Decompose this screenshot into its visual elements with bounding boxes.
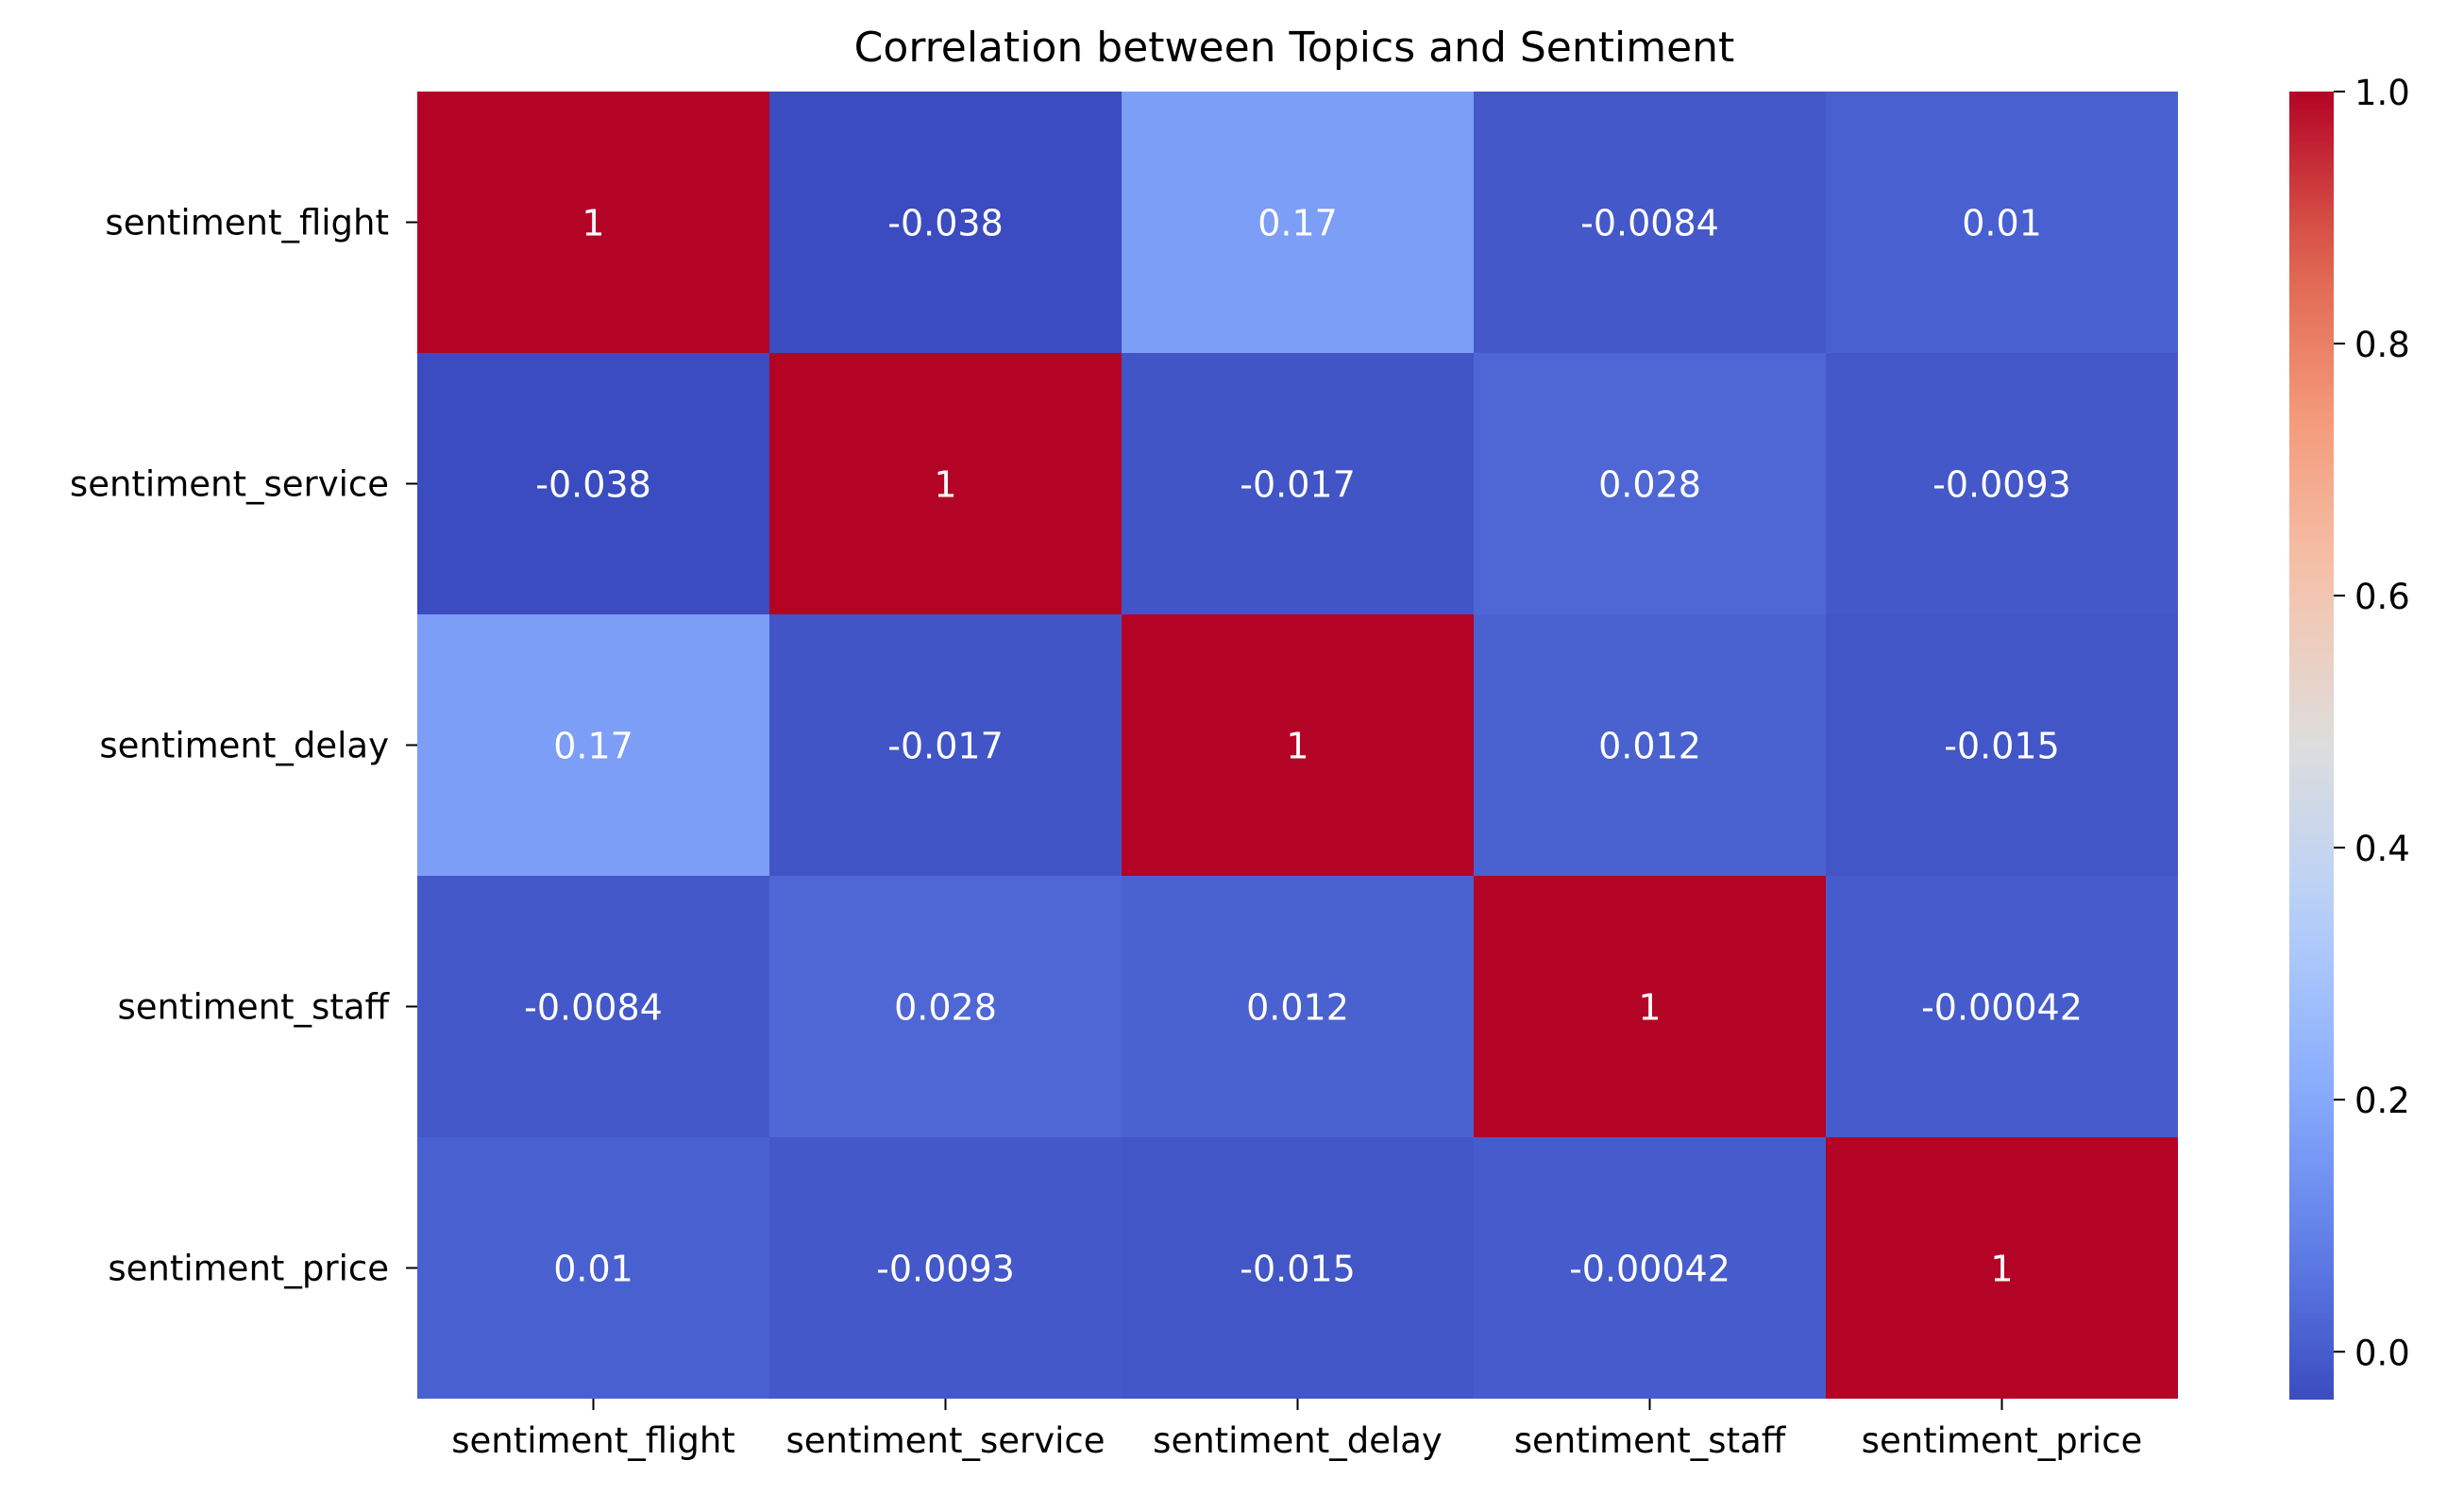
x-tick-label: sentiment_staff: [1514, 1420, 1787, 1461]
heatmap-cell: [769, 1137, 1122, 1399]
heatmap-cell: [1122, 876, 1474, 1137]
heatmap-cell: [417, 614, 769, 876]
cell-annotation: 0.17: [553, 726, 633, 767]
colorbar-tick-label: 0.6: [2354, 577, 2410, 617]
heatmap-cell: [417, 876, 769, 1137]
heatmap-cell: [769, 876, 1122, 1137]
cell-annotation: 1: [1990, 1249, 2013, 1290]
y-axis: sentiment_flight sentiment_servicesentime…: [70, 203, 417, 1289]
colorbar-tick-label: 1.0: [2354, 73, 2410, 113]
cell-annotation: 1: [1638, 987, 1661, 1029]
cell-annotation: -0.00042: [1921, 987, 2083, 1029]
heatmap-cell: [417, 92, 769, 353]
heatmap-cell: [1474, 353, 1826, 614]
heatmap-cell: [1122, 1137, 1474, 1399]
heatmap-cell: [769, 92, 1122, 353]
heatmap-cell: [1122, 614, 1474, 876]
heatmap-cell: [417, 1137, 769, 1399]
heatmap-cell: [1122, 353, 1474, 614]
heatmap-cell: [1122, 92, 1474, 353]
heatmap-cell: [1826, 876, 2178, 1137]
heatmap-cell: [417, 353, 769, 614]
cell-annotation: 0.028: [894, 987, 997, 1029]
colorbar: [2289, 92, 2334, 1400]
cell-annotation: 0.012: [1246, 987, 1349, 1029]
cell-annotation: -0.038: [887, 203, 1004, 244]
y-tick-label: sentiment_delay: [99, 726, 389, 766]
heatmap-cell: [1474, 876, 1826, 1137]
cell-annotation: 1: [582, 203, 604, 244]
cell-annotation: -0.015: [1240, 1249, 1356, 1290]
x-axis: sentiment_flight sentiment_service sentime…: [451, 1399, 2142, 1461]
cell-annotation: -0.00042: [1569, 1249, 1730, 1290]
y-tick-label: sentiment_flight: [105, 203, 389, 243]
cell-annotations: 1 -0.038 0.17 -0.0084 0.01 -0.038 1 -0.017 0.028…: [524, 203, 2083, 1290]
cell-annotation: 0.17: [1257, 203, 1338, 244]
cell-annotation: 0.028: [1598, 464, 1701, 506]
cell-annotation: -0.038: [535, 464, 651, 506]
cell-annotation: -0.015: [1944, 726, 2060, 767]
x-tick-label: sentiment_service: [785, 1420, 1105, 1461]
colorbar-tick-label: 0.4: [2354, 829, 2410, 869]
cell-annotation: 0.012: [1598, 726, 1701, 767]
cell-annotation: 1: [934, 464, 956, 506]
colorbar-tick-label: 0.2: [2354, 1081, 2410, 1121]
colorbar-tick-label: 0.8: [2354, 325, 2410, 365]
cell-annotation: -0.0084: [1580, 203, 1719, 244]
cell-annotation: -0.017: [1240, 464, 1356, 506]
cell-annotation: -0.0093: [1932, 464, 2071, 506]
y-tick-label: sentiment_price: [108, 1249, 389, 1289]
colorbar-tick-label: 0.0: [2354, 1333, 2410, 1373]
cell-annotation: 1: [1286, 726, 1308, 767]
heatmap-cells: [417, 92, 2178, 1399]
chart-title: Correlation between Topics and Sentiment: [854, 24, 1735, 72]
heatmap-cell: [1474, 614, 1826, 876]
cell-annotation: 0.01: [1962, 203, 2042, 244]
heatmap-cell: [769, 353, 1122, 614]
heatmap-cell: [1826, 92, 2178, 353]
y-tick-label: sentiment_service: [70, 464, 389, 505]
heatmap-cell: [1826, 614, 2178, 876]
cell-annotation: -0.0093: [876, 1249, 1015, 1290]
heatmap-cell: [1474, 1137, 1826, 1399]
x-tick-label: sentiment_delay: [1153, 1420, 1443, 1461]
heatmap-cell: [1826, 353, 2178, 614]
x-tick-label: sentiment_price: [1862, 1420, 2143, 1461]
heatmap-cell: [1826, 1137, 2178, 1399]
y-tick-label: sentiment_staff: [118, 987, 391, 1028]
colorbar-axis: 0.0 0.2 0.4 0.6 0.8 1.0: [2334, 73, 2410, 1373]
cell-annotation: -0.0084: [524, 987, 663, 1029]
cell-annotation: -0.017: [887, 726, 1004, 767]
x-tick-label: sentiment_flight: [451, 1420, 735, 1461]
cell-annotation: 0.01: [553, 1249, 633, 1290]
heatmap-cell: [769, 614, 1122, 876]
heatmap-cell: [1474, 92, 1826, 353]
